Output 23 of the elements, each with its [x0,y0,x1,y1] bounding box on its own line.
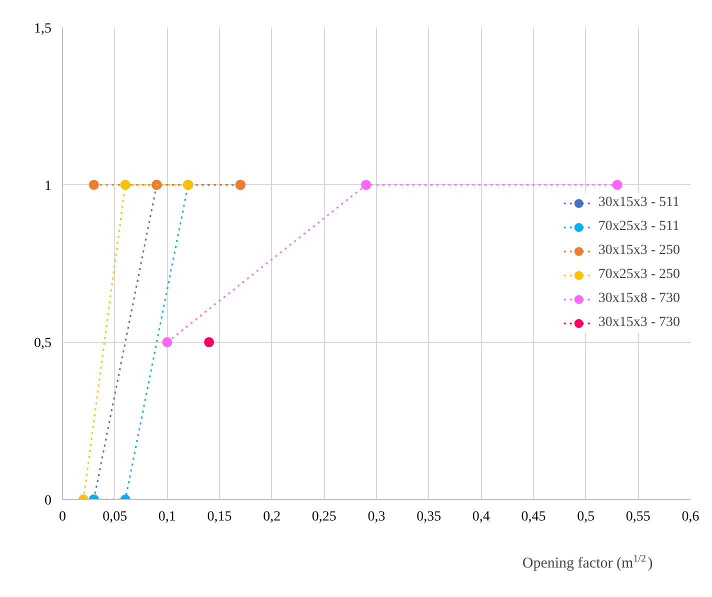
legend-label: 30x15x3 - 511 [598,195,680,211]
x-tick-label: 0,2 [263,510,281,524]
x-tick-label: 0,1 [158,510,176,524]
x-tick-label: 0,25 [312,510,336,524]
x-tick-label: 0,05 [102,510,128,524]
legend-label: 30x15x3 - 730 [598,315,680,331]
x-tick-label: 0 [59,510,66,524]
y-tick-label: 1 [44,178,52,194]
x-tick-label: 0,15 [207,510,232,524]
x-tick-label: 0,45 [521,510,546,524]
x-tick-label: 0,3 [368,510,386,524]
x-tick-label: 0,6 [682,510,700,524]
legend-label: 70x25x3 - 250 [598,267,680,283]
x-tick-label: 0,4 [472,510,490,524]
y-tick-label: 0,5 [34,336,52,352]
x-tick-label: 0,5 [577,510,595,524]
x-tick-label: 0,55 [626,510,650,524]
x-tick-label: 0,35 [416,510,442,524]
y-tick-label: 0 [44,494,52,508]
legend-label: 30x15x3 - 250 [598,243,680,259]
legend-label: 70x25x3 - 511 [598,219,680,235]
legend-label: 30x15x8 - 730 [598,291,680,307]
y-tick-label: 1,5 [34,22,52,36]
